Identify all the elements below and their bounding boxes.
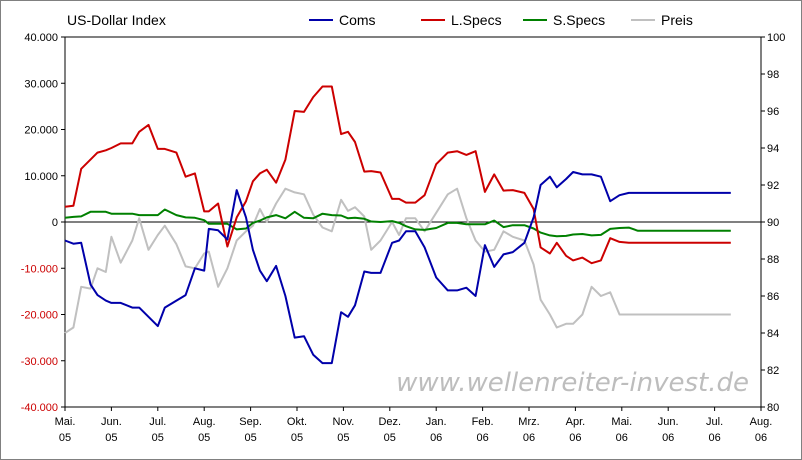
series-layer [64, 85, 731, 365]
x-tick-month: Jun. [658, 416, 679, 428]
right-tick-label: 100 [767, 32, 785, 44]
x-tick-month: Apr. [566, 416, 586, 428]
x-tick-month: Feb. [472, 416, 494, 428]
chart-title: US-Dollar Index [67, 12, 166, 28]
legend-label: Preis [661, 12, 693, 28]
x-tick-year: 05 [59, 432, 71, 444]
right-tick-label: 94 [767, 143, 779, 155]
x-tick-year: 05 [105, 432, 117, 444]
x-tick-year: 06 [755, 432, 767, 444]
x-tick-year: 05 [384, 432, 396, 444]
right-tick-label: 88 [767, 254, 779, 266]
left-tick-label: -40.000 [21, 402, 58, 414]
x-tick-year: 06 [476, 432, 488, 444]
left-tick-label: -10.000 [21, 263, 58, 275]
x-tick-year: 05 [244, 432, 256, 444]
x-tick-year: 06 [569, 432, 581, 444]
x-tick-year: 06 [430, 432, 442, 444]
right-tick-label: 98 [767, 69, 779, 81]
right-tick-label: 96 [767, 106, 779, 118]
left-tick-label: 40.000 [24, 32, 58, 44]
right-tick-label: 80 [767, 402, 779, 414]
axes: 40.000 30.000 20.000 10.000 0 -10.000 -20.000 -… [21, 32, 786, 444]
x-tick-month: Jul. [706, 416, 723, 428]
watermark: www.wellenreiter-invest.de [396, 368, 749, 398]
x-tick-month: Okt. [287, 416, 307, 428]
x-tick-year: 06 [662, 432, 674, 444]
left-tick-label: 10.000 [24, 171, 58, 183]
legend-label: Coms [339, 12, 376, 28]
x-tick-month: Aug. [750, 416, 773, 428]
series-line-sspecs [64, 208, 731, 238]
x-tick-month: Jan. [426, 416, 447, 428]
x-tick-month: Jul. [149, 416, 166, 428]
x-tick-year: 06 [523, 432, 535, 444]
series-line-preis [64, 187, 731, 334]
x-tick-year: 05 [152, 432, 164, 444]
x-tick-year: 06 [616, 432, 628, 444]
x-tick-year: 05 [337, 432, 349, 444]
legend: Coms L.Specs S.Specs Preis [309, 12, 693, 28]
left-tick-label: 20.000 [24, 125, 58, 137]
x-tick-month: Nov. [332, 416, 354, 428]
x-tick-year: 05 [198, 432, 210, 444]
series-line-lspecs [64, 85, 731, 265]
x-tick-year: 05 [291, 432, 303, 444]
x-tick-month: Mrz. [518, 416, 539, 428]
left-tick-label: 0 [52, 217, 58, 229]
legend-label: L.Specs [451, 12, 502, 28]
x-tick-month: Mai. [55, 416, 76, 428]
series-line-coms [64, 171, 731, 365]
right-tick-label: 90 [767, 217, 779, 229]
legend-label: S.Specs [553, 12, 605, 28]
x-tick-month: Sep. [239, 416, 262, 428]
x-tick-month: Dez. [378, 416, 401, 428]
right-tick-label: 84 [767, 328, 779, 340]
x-tick-month: Aug. [193, 416, 216, 428]
right-tick-label: 82 [767, 365, 779, 377]
right-tick-label: 92 [767, 180, 779, 192]
x-tick-month: Jun. [101, 416, 122, 428]
right-tick-label: 86 [767, 291, 779, 303]
left-tick-label: -30.000 [21, 356, 58, 368]
left-tick-label: 30.000 [24, 78, 58, 90]
x-tick-month: Mai. [611, 416, 632, 428]
x-tick-year: 06 [708, 432, 720, 444]
left-tick-label: -20.000 [21, 310, 58, 322]
